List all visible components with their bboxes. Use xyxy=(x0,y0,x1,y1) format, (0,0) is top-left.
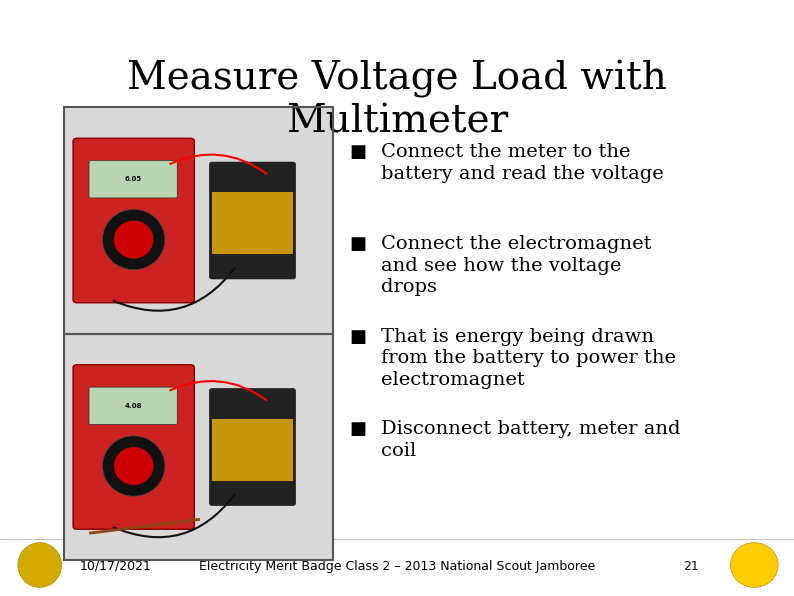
FancyBboxPatch shape xyxy=(212,192,293,254)
Text: Disconnect battery, meter and
coil: Disconnect battery, meter and coil xyxy=(381,420,680,460)
Text: Connect the meter to the
battery and read the voltage: Connect the meter to the battery and rea… xyxy=(381,143,664,182)
Text: Measure Voltage Load with
Multimeter: Measure Voltage Load with Multimeter xyxy=(127,60,667,141)
FancyBboxPatch shape xyxy=(212,418,293,481)
Ellipse shape xyxy=(102,436,165,496)
FancyBboxPatch shape xyxy=(64,107,333,334)
Text: ■: ■ xyxy=(349,420,366,438)
Text: 21: 21 xyxy=(683,560,699,573)
FancyBboxPatch shape xyxy=(73,365,195,529)
FancyBboxPatch shape xyxy=(210,389,295,505)
FancyBboxPatch shape xyxy=(89,387,177,424)
Text: 6.05: 6.05 xyxy=(125,176,141,182)
Ellipse shape xyxy=(730,542,778,588)
FancyBboxPatch shape xyxy=(89,161,177,198)
Text: ■: ■ xyxy=(349,328,366,346)
Text: ■: ■ xyxy=(349,143,366,161)
Text: 4.08: 4.08 xyxy=(125,403,142,409)
Ellipse shape xyxy=(114,447,153,485)
Text: That is energy being drawn
from the battery to power the
electromagnet: That is energy being drawn from the batt… xyxy=(381,328,676,389)
FancyBboxPatch shape xyxy=(210,162,295,279)
Text: ■: ■ xyxy=(349,235,366,253)
Text: 10/17/2021: 10/17/2021 xyxy=(79,560,152,573)
FancyBboxPatch shape xyxy=(64,334,333,560)
Ellipse shape xyxy=(102,209,165,269)
Ellipse shape xyxy=(18,542,62,588)
Ellipse shape xyxy=(114,221,153,259)
Text: Connect the electromagnet
and see how the voltage
drops: Connect the electromagnet and see how th… xyxy=(381,235,652,296)
Text: Electricity Merit Badge Class 2 – 2013 National Scout Jamboree: Electricity Merit Badge Class 2 – 2013 N… xyxy=(198,560,596,573)
FancyBboxPatch shape xyxy=(73,138,195,303)
